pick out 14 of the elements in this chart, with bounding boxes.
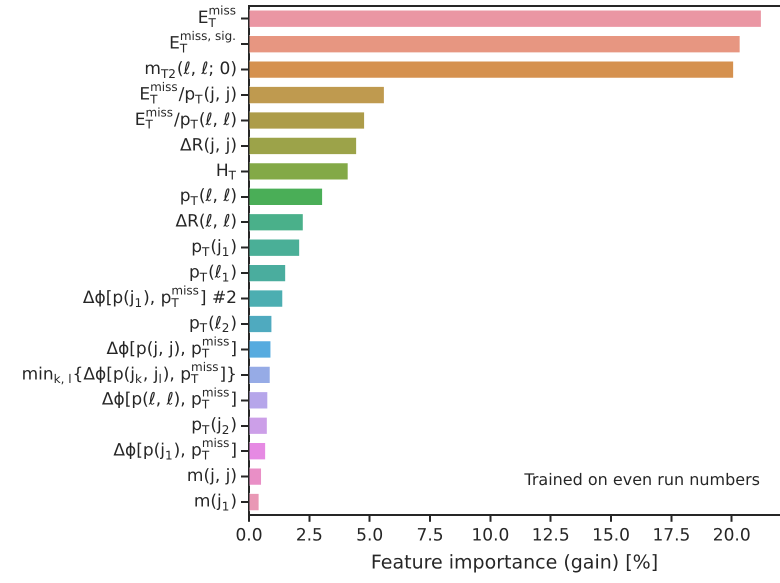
x-tick-label: 15.0	[592, 525, 630, 546]
y-tick-label: ΔR(ℓ, ℓ)	[175, 212, 238, 232]
x-tick-label: 5.0	[356, 525, 384, 546]
x-tick-label: 10.0	[471, 525, 510, 546]
x-tick-label: 7.5	[416, 525, 444, 546]
x-tick-label: 17.5	[652, 525, 690, 546]
y-tick-label: m(j, j)	[186, 466, 238, 486]
x-tick-label: 20.0	[712, 525, 751, 546]
x-tick-label: 12.5	[532, 525, 570, 546]
x-axis-title: Feature importance (gain) [%]	[370, 552, 658, 574]
y-tick-label: ΔR(j, j)	[180, 135, 238, 156]
annotation: Trained on even run numbers	[523, 470, 760, 489]
x-tick-label: 0.0	[235, 525, 263, 546]
x-tick-label: 2.5	[296, 525, 323, 546]
